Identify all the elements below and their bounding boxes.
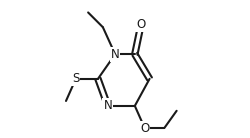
Text: S: S bbox=[72, 72, 80, 85]
Text: N: N bbox=[111, 48, 120, 61]
Text: O: O bbox=[140, 121, 149, 135]
Text: N: N bbox=[104, 99, 112, 112]
Text: O: O bbox=[136, 18, 145, 31]
